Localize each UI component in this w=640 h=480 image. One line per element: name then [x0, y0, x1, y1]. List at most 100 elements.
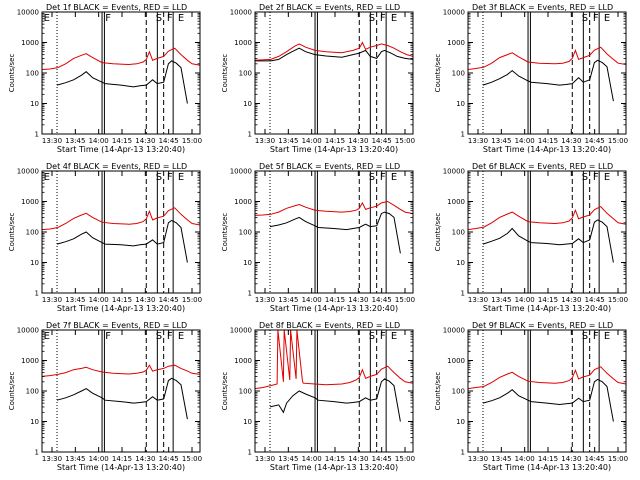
x-tick-label: 14:45 — [159, 455, 179, 463]
x-axis-label: Start Time (14-Apr-13 13:20:40) — [483, 145, 611, 154]
y-tick-label: 1 — [35, 131, 39, 139]
series-line-lld — [468, 205, 626, 231]
x-tick-label: 14:00 — [515, 137, 535, 145]
y-tick-label: 10000 — [443, 327, 465, 335]
series-line-events — [56, 60, 188, 104]
x-tick-label: 14:30 — [135, 137, 155, 145]
plot-frame — [41, 170, 201, 294]
x-axis-label: Start Time (14-Apr-13 13:20:40) — [483, 304, 611, 313]
plot-frame — [41, 329, 201, 453]
x-tick-label: 15:00 — [395, 455, 415, 463]
y-tick-label: 1 — [35, 449, 39, 457]
x-tick-label: 14:15 — [538, 455, 558, 463]
x-tick-label: 13:45 — [65, 137, 85, 145]
plot-frame — [467, 11, 627, 135]
x-tick-label: 14:15 — [325, 296, 345, 304]
y-tick-label: 10 — [30, 100, 39, 108]
series-line-lld — [42, 364, 200, 377]
x-tick-label: 13:45 — [65, 296, 85, 304]
x-tick-label: 14:30 — [348, 296, 368, 304]
x-tick-label: 15:00 — [608, 137, 628, 145]
x-tick-label: 14:15 — [325, 137, 345, 145]
interval-marker-s: S — [369, 13, 375, 24]
x-axis-label: Start Time (14-Apr-13 13:20:40) — [57, 145, 185, 154]
chart-title: Det 9f BLACK = Events, RED = LLD — [472, 321, 613, 330]
y-tick-label: 1000 — [447, 39, 465, 47]
vertical-lines — [482, 171, 600, 293]
x-tick-label: 14:30 — [348, 137, 368, 145]
y-tick-label: 10 — [243, 418, 252, 426]
x-tick-label: 14:45 — [372, 455, 392, 463]
plot-frame — [254, 170, 414, 294]
y-tick-label: 1 — [461, 131, 465, 139]
x-tick-label: 13:30 — [255, 137, 275, 145]
vertical-lines — [482, 330, 600, 452]
y-tick-label: 100 — [452, 229, 465, 237]
interval-marker-e: E — [44, 331, 50, 342]
y-axis-label: Counts/sec — [434, 372, 442, 411]
y-axis-label: Counts/sec — [221, 213, 229, 252]
x-axis-label: Start Time (14-Apr-13 13:20:40) — [270, 463, 398, 472]
x-axis-label: Start Time (14-Apr-13 13:20:40) — [57, 304, 185, 313]
interval-marker-s: S — [156, 172, 162, 183]
x-tick-label: 15:00 — [182, 296, 202, 304]
series-line-lld — [255, 200, 413, 216]
x-tick-label: 13:30 — [255, 455, 275, 463]
interval-marker-s: S — [369, 331, 375, 342]
x-tick-label: 14:45 — [372, 296, 392, 304]
interval-marker-f: F — [593, 13, 599, 24]
x-axis-label: Start Time (14-Apr-13 13:20:40) — [270, 145, 398, 154]
y-tick-label: 10 — [30, 418, 39, 426]
y-tick-label: 10000 — [230, 327, 252, 335]
x-tick-label: 13:30 — [468, 455, 488, 463]
x-tick-label: 14:45 — [585, 137, 605, 145]
x-tick-label: 14:15 — [112, 296, 132, 304]
y-tick-label: 1 — [35, 290, 39, 298]
y-tick-label: 1000 — [447, 198, 465, 206]
x-tick-label: 14:30 — [561, 455, 581, 463]
x-tick-label: 13:45 — [491, 137, 511, 145]
interval-marker-f: F — [380, 331, 386, 342]
x-tick-label: 14:00 — [515, 296, 535, 304]
interval-marker-e: E — [178, 331, 184, 342]
interval-marker-e: E — [604, 331, 610, 342]
vertical-lines — [482, 12, 600, 134]
interval-marker-f: F — [167, 13, 173, 24]
x-axis-label: Start Time (14-Apr-13 13:20:40) — [57, 463, 185, 472]
x-tick-label: 15:00 — [608, 296, 628, 304]
x-tick-label: 15:00 — [182, 137, 202, 145]
y-axis-label: Counts/sec — [8, 213, 16, 252]
x-tick-label: 14:45 — [159, 296, 179, 304]
vertical-lines — [269, 12, 387, 134]
y-tick-label: 100 — [26, 229, 39, 237]
y-axis-label: Counts/sec — [221, 372, 229, 411]
series-line-events — [482, 219, 614, 263]
interval-marker-f: F — [167, 331, 173, 342]
x-tick-label: 13:45 — [491, 296, 511, 304]
x-tick-label: 15:00 — [608, 455, 628, 463]
x-tick-label: 13:30 — [468, 296, 488, 304]
series-line-events — [56, 219, 188, 263]
x-tick-label: 13:30 — [42, 296, 62, 304]
interval-marker-s: S — [582, 331, 588, 342]
chart-title: Det 8f BLACK = Events, RED = LLD — [259, 321, 400, 330]
x-tick-label: 14:15 — [538, 137, 558, 145]
plot-frame — [254, 329, 414, 453]
x-tick-label: 14:30 — [561, 296, 581, 304]
y-tick-label: 10000 — [230, 168, 252, 176]
x-tick-label: 14:00 — [89, 296, 109, 304]
plot-frame — [467, 329, 627, 453]
x-tick-label: 14:00 — [89, 455, 109, 463]
y-tick-label: 1 — [248, 449, 252, 457]
x-tick-label: 13:45 — [278, 455, 298, 463]
vertical-lines — [56, 12, 174, 134]
x-tick-label: 14:15 — [112, 137, 132, 145]
x-axis-label: Start Time (14-Apr-13 13:20:40) — [270, 304, 398, 313]
chart-title: Det 3f BLACK = Events, RED = LLD — [472, 3, 613, 12]
x-tick-label: 15:00 — [395, 296, 415, 304]
